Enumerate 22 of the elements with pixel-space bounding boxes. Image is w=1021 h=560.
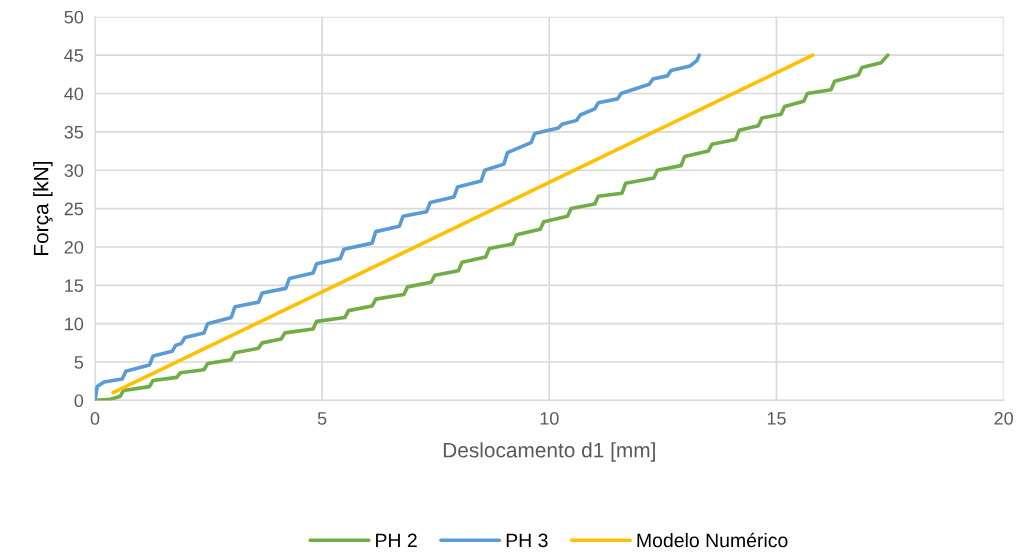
- x-tick-label: 15: [767, 412, 786, 425]
- legend-label: Modelo Numérico: [637, 532, 788, 548]
- y-tick-label: 25: [64, 202, 84, 216]
- y-tick-label: 40: [64, 87, 84, 101]
- legend-label: PH 2: [376, 533, 417, 548]
- legend-label: PH 3: [506, 533, 548, 548]
- x-axis-title: Deslocamento d1 [mm]: [443, 442, 655, 462]
- x-tick-label: 20: [994, 411, 1013, 425]
- y-tick-label: 50: [64, 10, 84, 24]
- x-tick-label: 0: [90, 411, 100, 425]
- y-tick-label: 0: [74, 394, 84, 408]
- y-axis-title: Força [kN]: [33, 162, 53, 255]
- y-tick-label: 45: [64, 49, 84, 62]
- y-tick-label: 30: [64, 164, 84, 177]
- x-tick-label: 5: [317, 412, 327, 425]
- y-tick-label: 20: [64, 240, 84, 254]
- y-tick-label: 5: [74, 356, 84, 369]
- x-tick-label: 10: [540, 411, 559, 425]
- line-series: [94, 53, 702, 401]
- y-tick-label: 35: [64, 125, 84, 139]
- y-tick-label: 10: [65, 317, 84, 331]
- y-tick-label: 15: [65, 279, 84, 293]
